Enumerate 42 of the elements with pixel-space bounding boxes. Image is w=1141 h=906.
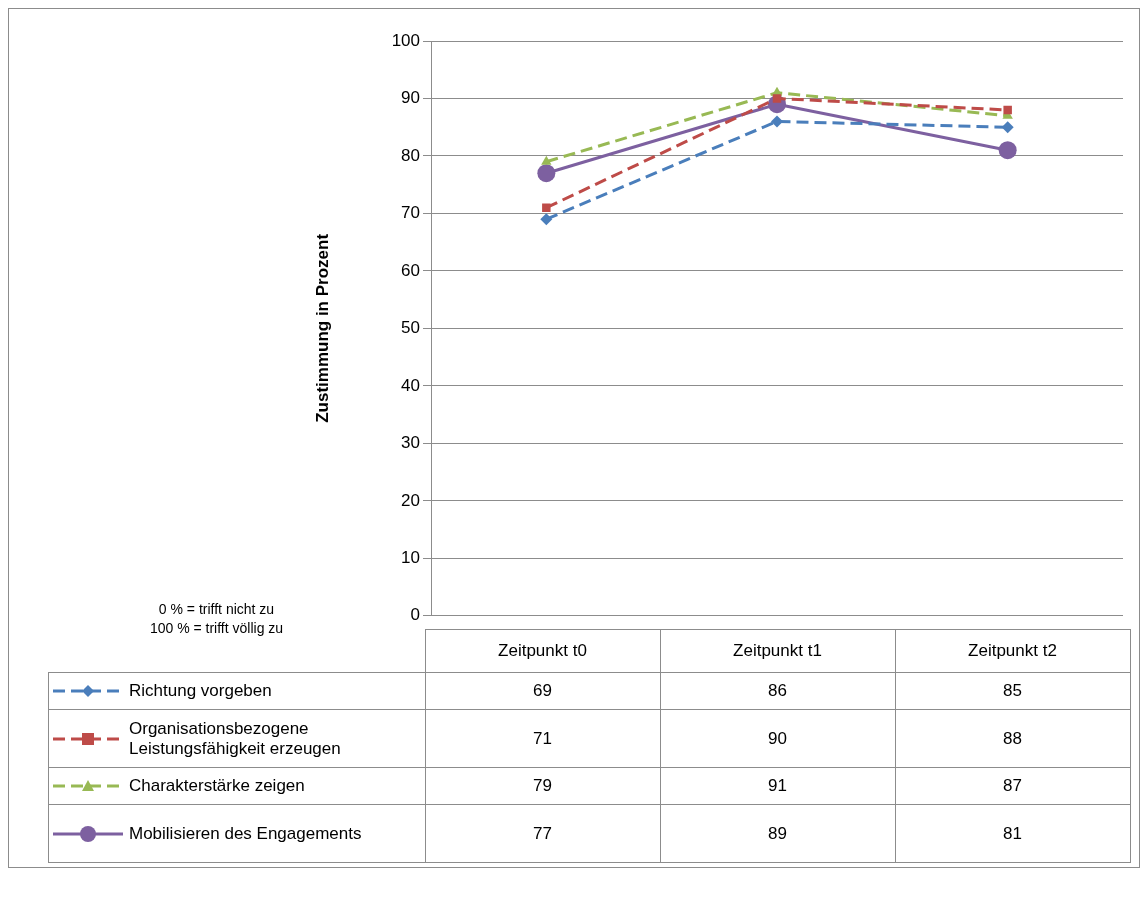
data-label: 77	[425, 804, 660, 863]
point	[542, 203, 551, 212]
y-tick-label: 0	[410, 605, 420, 625]
point	[1001, 121, 1014, 134]
legend-label: Mobilisieren des Engagements	[129, 823, 362, 844]
y-tick-label: 20	[401, 490, 420, 510]
point	[1003, 105, 1012, 115]
legend-label: Charakterstärke zeigen	[129, 776, 305, 796]
y-tick-label: 30	[401, 433, 420, 453]
data-label: 86	[660, 672, 895, 710]
data-label: 87	[895, 767, 1130, 805]
x-tick-label: Zeitpunkt t2	[895, 629, 1130, 673]
legend-label: Richtung vorgeben	[129, 681, 272, 701]
y-tick-label: 50	[401, 318, 420, 338]
text: 0 % = trifft nicht zu	[157, 599, 276, 619]
text: 100 % = trifft völlig zu	[148, 618, 285, 638]
y-tick-label: 80	[401, 145, 420, 165]
data-label: 89	[660, 804, 895, 863]
y-tick-label: 90	[401, 88, 420, 108]
point	[540, 213, 553, 226]
y-tick-label: 60	[401, 260, 420, 280]
data-label: 85	[895, 672, 1130, 710]
legend-label: Organisationsbezogene Leistungsfähigkeit erzeugen	[129, 718, 342, 759]
x-tick-label: Zeitpunkt t1	[660, 629, 895, 673]
point	[537, 164, 556, 183]
y-tick-label: 100	[391, 30, 420, 50]
point	[998, 141, 1017, 160]
data-label: 81	[895, 804, 1130, 863]
y-tick-label: 70	[401, 203, 420, 223]
y-tick-label: 40	[401, 375, 420, 395]
data-label: 71	[425, 709, 660, 768]
y-tick-label: 10	[401, 548, 420, 568]
data-label: 90	[660, 709, 895, 768]
x-tick-label: Zeitpunkt t0	[425, 629, 660, 673]
data-label: 91	[660, 767, 895, 805]
data-label: 88	[895, 709, 1130, 768]
data-label: 69	[425, 672, 660, 710]
data-label: 79	[425, 767, 660, 805]
point	[771, 115, 783, 128]
point	[541, 155, 552, 165]
y-axis-title: Zustimmung in Prozent	[312, 233, 332, 423]
point	[772, 94, 782, 103]
